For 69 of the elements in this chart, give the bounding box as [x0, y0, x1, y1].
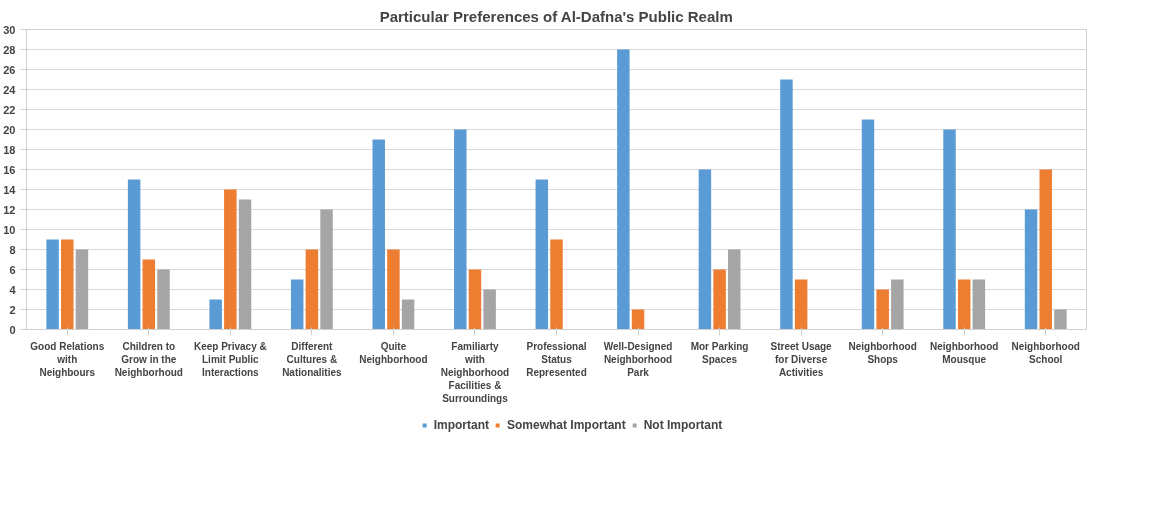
x-tick-label: Quite Neighborhood [359, 340, 428, 365]
y-tick-label: 24 [3, 83, 17, 96]
bar [957, 279, 971, 330]
bar [1024, 209, 1038, 330]
y-tick-label: 26 [3, 63, 16, 76]
y-tick-label: 10 [3, 223, 16, 236]
bar [794, 279, 808, 330]
y-tick-label: 28 [3, 43, 16, 56]
y-tick-label: 22 [3, 103, 16, 116]
bar [454, 129, 467, 330]
legend-label: Important [433, 418, 489, 432]
bar [401, 299, 415, 330]
y-tick-label: 30 [3, 23, 16, 36]
bar [224, 189, 237, 330]
bar [372, 139, 385, 330]
x-tick-label: Mor Parking Spaces [690, 340, 749, 365]
x-tick-label: Neighborhood School [1011, 340, 1080, 365]
bar [61, 239, 74, 330]
legend-label: Somewhat Important [507, 418, 626, 432]
x-tick-label: Good Relations with Neighbours [30, 340, 105, 378]
x-tick-label: Professional Status Represented [526, 340, 587, 378]
bar [1039, 169, 1052, 330]
bar [713, 269, 726, 330]
y-tick-label: 12 [3, 203, 16, 216]
bar [290, 279, 304, 330]
bar [305, 249, 319, 330]
bar [320, 209, 333, 330]
bar [209, 299, 222, 330]
bar [861, 119, 875, 330]
bar [468, 269, 482, 330]
bar [631, 309, 645, 330]
y-tick-label: 4 [9, 283, 17, 296]
y-tick-label: 18 [3, 143, 16, 156]
x-tick-label: Neighborhood Mousque [930, 340, 999, 365]
bar [127, 179, 141, 330]
x-tick-label: Keep Privacy & Limit Public Interactions [193, 340, 267, 378]
bar [1054, 309, 1067, 330]
bar [238, 199, 252, 330]
x-tick-label: Well-Designed Neighborhood Park [603, 340, 673, 378]
y-tick-label: 16 [3, 163, 16, 176]
y-tick-label: 20 [3, 123, 16, 136]
bar [142, 259, 156, 330]
bar [891, 279, 904, 330]
legend-label: Not Important [643, 418, 723, 432]
x-tick-label: Children to Grow in the Neighborhoud [114, 340, 183, 378]
chart-title: Particular Preferences of Al-Dafna's Public Realm [379, 7, 733, 25]
x-tick-label: Different Cultures & Nationalities [282, 340, 343, 378]
y-tick-label: 2 [9, 303, 16, 316]
bar [550, 239, 563, 330]
bar [483, 289, 496, 330]
bar [535, 179, 549, 330]
bar [46, 239, 59, 330]
bar [876, 289, 889, 330]
y-tick-label: 8 [9, 243, 16, 256]
bar [617, 49, 630, 330]
bar [728, 249, 741, 330]
y-tick-label: 14 [3, 183, 17, 196]
bar [972, 279, 986, 330]
y-tick-label: 6 [9, 263, 16, 276]
x-tick-label: Familiarty with Neighborhood Facilities & Surroundings [440, 340, 510, 405]
bar [75, 249, 89, 330]
y-tick-label: 0 [9, 323, 16, 336]
bar [698, 169, 712, 330]
x-tick-label: Neighborhood Shops [848, 340, 917, 365]
bar [157, 269, 170, 330]
x-tick-label: Street Usage for Diverse Activities [770, 340, 833, 378]
bar [943, 129, 956, 330]
bar [387, 249, 400, 330]
bar [780, 79, 793, 330]
